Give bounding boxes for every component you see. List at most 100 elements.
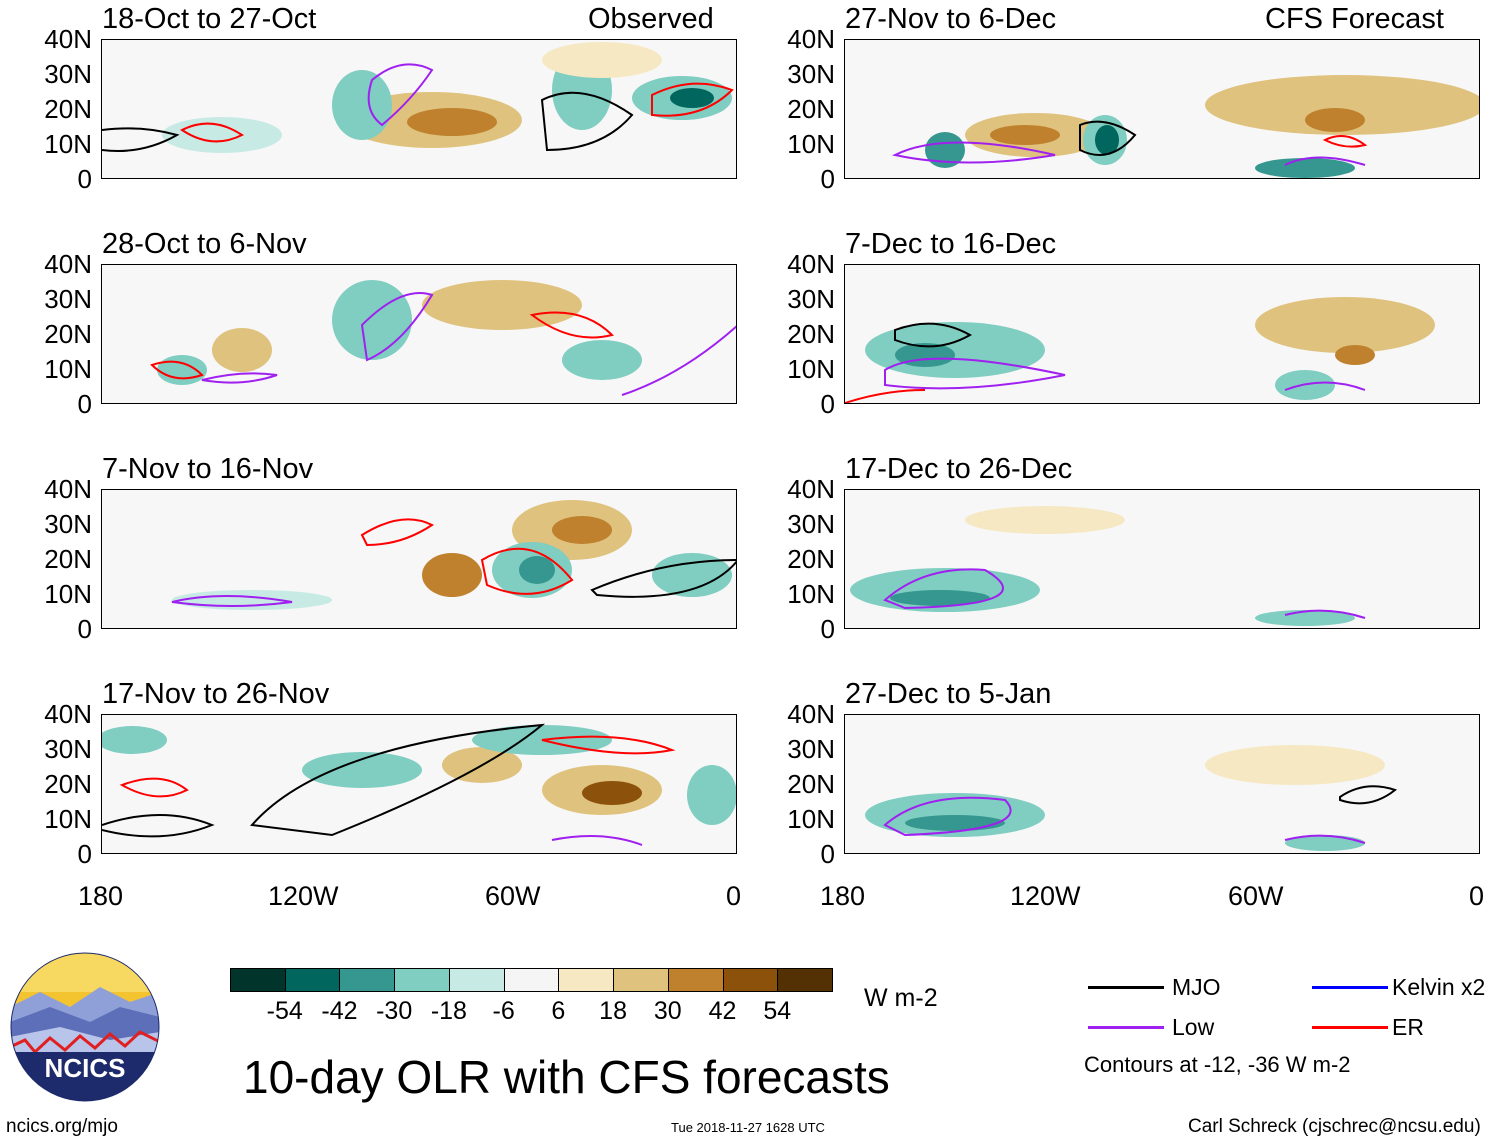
lon-tick-120w-right: 120W: [1010, 881, 1081, 911]
cfs-forecast-label: CFS Forecast: [1265, 3, 1444, 35]
lon-tick-0-right: 0: [1469, 881, 1485, 911]
olr-map-panel-6: [844, 264, 1480, 404]
olr-map-panel-4: [101, 714, 737, 854]
lat-tick: 10N: [44, 579, 92, 609]
figure-title: 10-day OLR with CFS forecasts: [243, 1051, 890, 1103]
lat-tick: 10N: [44, 129, 92, 159]
lat-tick: 10N: [787, 129, 835, 159]
lat-tick: 30N: [44, 284, 92, 314]
colorbar-label: -54: [266, 997, 303, 1025]
lat-tick: 10N: [787, 579, 835, 609]
olr-map-panel-7: [844, 489, 1480, 629]
panel-title: 17-Nov to 26-Nov: [102, 678, 330, 710]
lat-tick: 30N: [787, 509, 835, 539]
footer-credit: Carl Schreck (cjschrec@ncsu.edu): [1188, 1116, 1481, 1137]
olr-map-panel-1: [101, 39, 737, 179]
lat-tick: 30N: [44, 734, 92, 764]
lat-tick: 40N: [787, 474, 835, 504]
lon-tick-120w-left: 120W: [268, 881, 339, 911]
lat-tick: 0: [820, 614, 835, 644]
colorbar-label: -42: [321, 997, 358, 1025]
legend-mjo-line: [1088, 986, 1164, 989]
colorbar-label: 30: [653, 997, 682, 1025]
lat-tick: 30N: [44, 509, 92, 539]
colorbar-swatch: [722, 968, 779, 992]
lat-tick: 40N: [44, 249, 92, 279]
ncics-logo-text: NCICS: [45, 1053, 126, 1083]
lat-tick: 40N: [44, 24, 92, 54]
colorbar-label: -6: [492, 997, 515, 1025]
lat-tick: 40N: [44, 474, 92, 504]
lat-tick: 0: [77, 614, 92, 644]
colorbar-label: 54: [763, 997, 792, 1025]
lat-tick: 20N: [787, 319, 835, 349]
lat-tick: 20N: [44, 94, 92, 124]
lon-tick-180-left: 180: [78, 881, 124, 911]
lat-tick: 40N: [787, 249, 835, 279]
colorbar-label: 42: [708, 997, 737, 1025]
colorbar-swatch: [448, 968, 505, 992]
olr-map-panel-8: [844, 714, 1480, 854]
lat-tick: 10N: [787, 804, 835, 834]
colorbar-swatch: [777, 968, 833, 992]
footer-url: ncics.org/mjo: [6, 1116, 118, 1137]
lon-tick-180-right: 180: [820, 881, 866, 911]
lon-tick-0-left: 0: [726, 881, 742, 911]
colorbar-swatch: [503, 968, 560, 992]
ncics-logo: NCICS: [10, 952, 160, 1102]
lat-tick: 10N: [787, 354, 835, 384]
legend-low-line: [1088, 1026, 1164, 1029]
panel-title: 28-Oct to 6-Nov: [102, 228, 307, 260]
olr-map-panel-3: [101, 489, 737, 629]
lat-tick: 0: [820, 164, 835, 194]
legend-mjo-label: MJO: [1172, 974, 1221, 1000]
lat-tick: 20N: [44, 319, 92, 349]
panel-title: 18-Oct to 27-Oct: [102, 3, 317, 35]
lat-tick: 0: [77, 839, 92, 869]
panel-title: 27-Dec to 5-Jan: [845, 678, 1052, 710]
legend-er-label: ER: [1392, 1014, 1424, 1040]
panel-title: 27-Nov to 6-Dec: [845, 3, 1057, 35]
lat-tick: 20N: [787, 769, 835, 799]
lon-tick-60w-right: 60W: [1228, 881, 1284, 911]
lat-tick: 20N: [787, 544, 835, 574]
lat-tick: 30N: [787, 59, 835, 89]
panel-title: 7-Dec to 16-Dec: [845, 228, 1057, 260]
colorbar-label: -30: [376, 997, 413, 1025]
lat-tick: 0: [77, 389, 92, 419]
lat-tick: 0: [820, 389, 835, 419]
colorbar-label: 6: [551, 997, 566, 1025]
colorbar-swatch: [558, 968, 615, 992]
legend-note: Contours at -12, -36 W m-2: [1084, 1052, 1351, 1077]
colorbar-label: 18: [599, 997, 627, 1025]
lat-tick: 10N: [44, 804, 92, 834]
colorbar-swatch: [230, 968, 286, 992]
lat-tick: 20N: [44, 769, 92, 799]
lat-tick: 30N: [44, 59, 92, 89]
lon-tick-60w-left: 60W: [485, 881, 541, 911]
lat-tick: 40N: [44, 699, 92, 729]
lat-tick: 0: [820, 839, 835, 869]
colorbar-swatch: [339, 968, 396, 992]
legend-low-label: Low: [1172, 1014, 1215, 1040]
panel-title: 17-Dec to 26-Dec: [845, 453, 1073, 485]
footer-timestamp: Tue 2018-11-27 1628 UTC: [671, 1120, 825, 1135]
lat-tick: 20N: [787, 94, 835, 124]
legend-er-line: [1312, 1026, 1388, 1029]
lat-tick: 0: [77, 164, 92, 194]
lat-tick: 40N: [787, 699, 835, 729]
lat-tick: 30N: [787, 734, 835, 764]
colorbar-swatch: [394, 968, 450, 992]
lat-tick: 10N: [44, 354, 92, 384]
olr-map-panel-2: [101, 264, 737, 404]
lat-tick: 20N: [44, 544, 92, 574]
colorbar-swatch: [667, 968, 724, 992]
legend-kelvin-label: Kelvin x2: [1392, 974, 1486, 1000]
observed-label: Observed: [588, 3, 714, 35]
olr-map-panel-5: [844, 39, 1480, 179]
colorbar-swatch: [284, 968, 341, 992]
lat-tick: 40N: [787, 24, 835, 54]
colorbar-label: -18: [430, 997, 467, 1025]
lat-tick: 30N: [787, 284, 835, 314]
colorbar-swatch: [613, 968, 669, 992]
